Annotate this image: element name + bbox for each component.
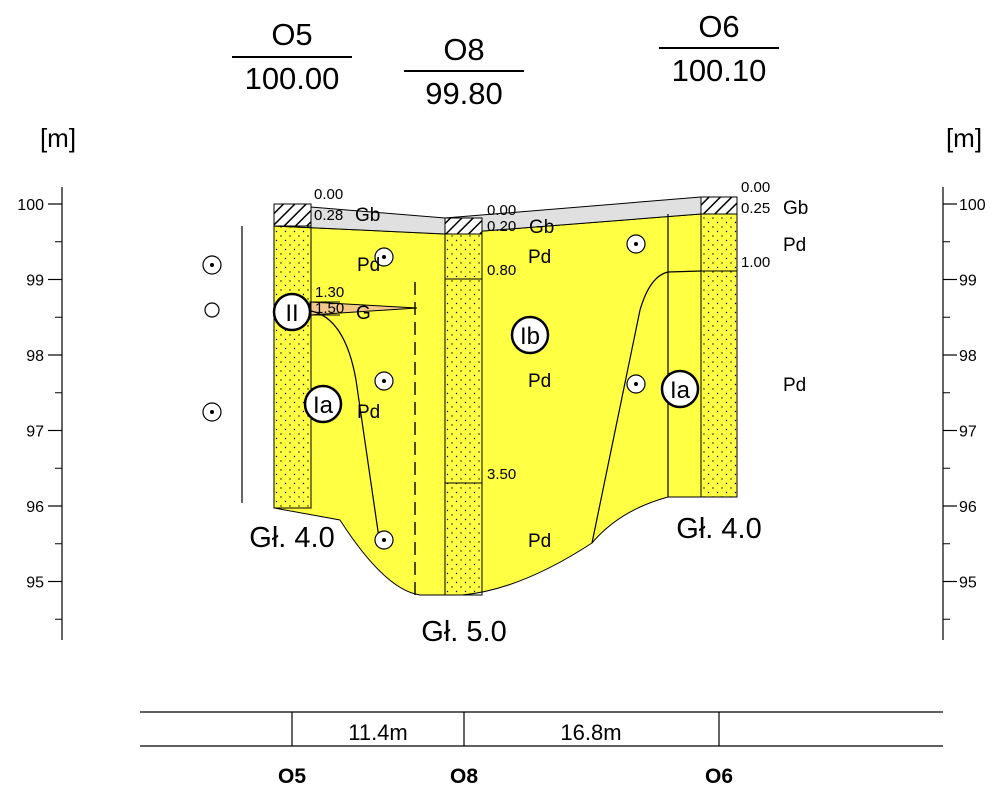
gravel-code: G [356, 303, 371, 324]
zone-label-ia-left: Ia [313, 392, 334, 419]
o5-topsoil-hatch [273, 203, 312, 227]
header-o6-id: O6 [698, 9, 739, 44]
soil-label-pd: Pd [783, 235, 806, 256]
zone-badge-ia-right: Ia [660, 369, 700, 409]
sample-marker-empty [204, 302, 220, 318]
borehole-column-o6 [700, 196, 738, 498]
left-axis-tick-label: 96 [26, 499, 44, 516]
footer-o5-id: O5 [278, 765, 306, 788]
o5-depth-label: Gł. 4.0 [249, 522, 334, 554]
o8-change-depth: 3.50 [487, 466, 516, 483]
sample-marker-dotted [374, 247, 394, 267]
soil-label-pd: Pd [528, 531, 551, 552]
zone-badge-ia-left: Ia [303, 384, 343, 424]
header-o5-elevation: 100.00 [245, 61, 340, 96]
left-axis-ticks: 100 99 98 97 96 95 [17, 197, 62, 620]
left-axis-tick-label: 97 [26, 424, 44, 441]
o5-layer-depth: 0.28 [314, 207, 343, 224]
header-o8-id: O8 [443, 32, 484, 67]
left-axis-tick-label: 100 [17, 197, 44, 214]
right-axis-tick-label: 99 [959, 273, 977, 290]
o8-sand-column [444, 233, 483, 596]
o8-layer-depth: 0.20 [487, 218, 516, 235]
soil-label-pd: Pd [357, 402, 380, 423]
left-axis-tick-label: 99 [26, 273, 44, 290]
o6-change-depth: 1.00 [741, 254, 770, 271]
o8-topsoil-hatch [444, 217, 483, 235]
right-axis-ticks: 100 99 98 97 96 95 [943, 197, 986, 620]
o6-top-depth: 0.00 [741, 179, 770, 196]
distance-o5-o8: 11.4m [348, 720, 408, 745]
gravel-top-depth: 1.30 [315, 284, 344, 301]
borehole-column-o5 [273, 203, 340, 509]
right-axis-tick-label: 98 [959, 348, 977, 365]
zone-label-ib: Ib [520, 323, 540, 350]
left-unit-label: [m] [40, 123, 76, 153]
left-axis-tick-label: 98 [26, 348, 44, 365]
soil-label-pd: Pd [528, 371, 551, 392]
right-unit-label: [m] [946, 123, 982, 153]
sample-marker-dotted [374, 530, 394, 550]
o5-layer-code: Gb [355, 205, 380, 226]
sample-markers [202, 234, 646, 550]
o6-topsoil-hatch [700, 196, 738, 215]
o8-depth-label: Gł. 5.0 [421, 616, 506, 648]
header-o8-elevation: 99.80 [425, 76, 503, 111]
soil-label-pd: Pd [528, 247, 551, 268]
zone-badge-ii: II [272, 292, 312, 332]
o8-top-depth: 0.00 [487, 202, 516, 219]
zone-boundary-left [310, 310, 381, 546]
zone-label-ia-right: Ia [670, 377, 691, 404]
o5-top-depth: 0.00 [314, 186, 343, 203]
sample-marker-dotted [202, 402, 222, 422]
gravel-bottom-depth: 1.50 [315, 300, 344, 317]
header-o8: O8 99.80 [404, 32, 524, 111]
sample-marker-dotted [202, 255, 222, 275]
soil-label-pd: Pd [783, 375, 806, 396]
right-axis-tick-label: 95 [959, 575, 977, 592]
borehole-column-o8 [444, 217, 483, 596]
header-o5-id: O5 [271, 17, 312, 52]
right-axis-tick-label: 97 [959, 424, 977, 441]
sample-marker-dotted [626, 234, 646, 254]
zone-label-ii: II [285, 300, 298, 327]
o8-water-depth: 0.80 [487, 262, 516, 279]
o8-layer-code: Gb [529, 217, 554, 238]
header-o5: O5 100.00 [232, 17, 352, 96]
sample-marker-dotted [626, 374, 646, 394]
sample-marker-dotted [374, 371, 394, 391]
o6-layer-depth: 0.25 [741, 200, 770, 217]
distance-table: 11.4m 16.8m O5 O8 O6 [140, 711, 943, 788]
header-o6-elevation: 100.10 [672, 53, 767, 88]
soil-label-pd: Pd [357, 255, 380, 276]
o6-layer-code: Gb [783, 198, 808, 219]
right-axis-tick-label: 100 [959, 197, 986, 214]
o6-depth-label: Gł. 4.0 [676, 513, 761, 545]
o5-sand-column [273, 225, 312, 509]
header-o6: O6 100.10 [659, 9, 779, 88]
footer-o8-id: O8 [450, 765, 478, 788]
o6-sand-column [700, 213, 738, 498]
distance-o8-o6: 16.8m [560, 720, 621, 745]
footer-o6-id: O6 [705, 765, 733, 788]
right-axis-tick-label: 96 [959, 499, 977, 516]
zone-badge-ib: Ib [510, 315, 550, 355]
left-axis-tick-label: 95 [26, 575, 44, 592]
